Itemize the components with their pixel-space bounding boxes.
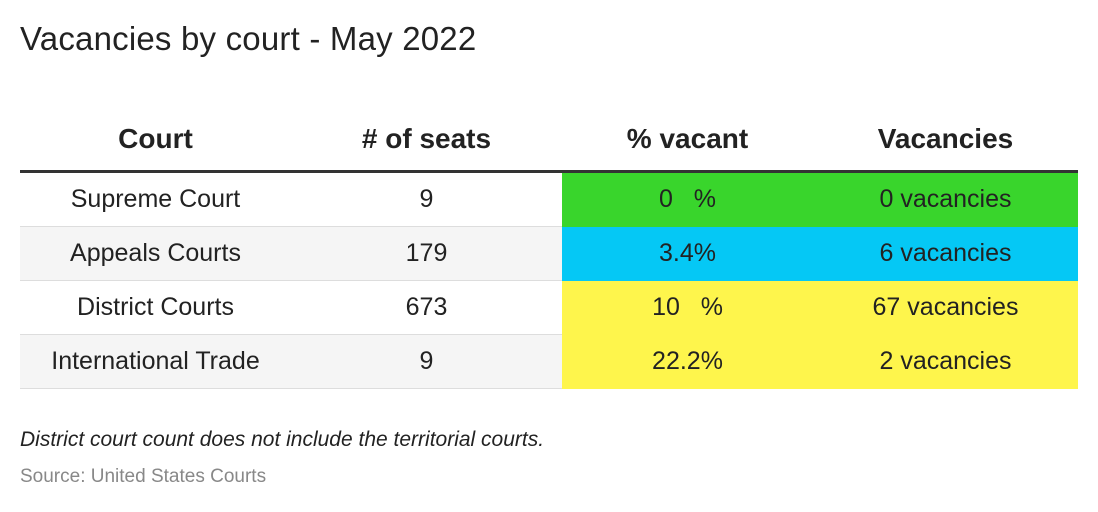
- footnote: District court count does not include th…: [20, 428, 545, 451]
- column-header-vacancies: Vacancies: [813, 108, 1078, 173]
- cell-vacancies: 67 vacancies: [813, 280, 1078, 335]
- cell-court: Appeals Courts: [20, 226, 291, 281]
- cell-seats: 673: [291, 280, 562, 335]
- cell-vacancies: 6 vacancies: [813, 226, 1078, 281]
- cell-vacancies: 2 vacancies: [813, 334, 1078, 389]
- cell-vacancies: 0 vacancies: [813, 171, 1078, 227]
- table-row: International Trade 9 22.2% 2 vacancies: [20, 334, 1078, 389]
- cell-court: Supreme Court: [20, 171, 291, 227]
- column-header-seats: # of seats: [291, 108, 562, 173]
- cell-percent-vacant: 10 %: [562, 280, 813, 335]
- column-header-court: Court: [20, 108, 291, 173]
- cell-seats: 9: [291, 334, 562, 389]
- cell-court: District Courts: [20, 280, 291, 335]
- header-row: Court # of seats % vacant Vacancies: [20, 108, 1078, 173]
- table-row: Appeals Courts 179 3.4% 6 vacancies: [20, 226, 1078, 281]
- cell-court: International Trade: [20, 334, 291, 389]
- cell-percent-vacant: 3.4%: [562, 226, 813, 281]
- chart-title: Vacancies by court - May 2022: [20, 20, 477, 57]
- cell-percent-vacant: 22.2%: [562, 334, 813, 389]
- cell-seats: 9: [291, 171, 562, 227]
- cell-percent-vacant: 0 %: [562, 171, 813, 227]
- column-header-percent-vacant: % vacant: [562, 108, 813, 173]
- source-note: Source: United States Courts: [20, 466, 267, 487]
- vacancies-table: Court # of seats % vacant Vacancies Supr…: [20, 108, 1078, 389]
- table-row: Supreme Court 9 0 % 0 vacancies: [20, 171, 1078, 227]
- cell-seats: 179: [291, 226, 562, 281]
- table-row: District Courts 673 10 % 67 vacancies: [20, 280, 1078, 335]
